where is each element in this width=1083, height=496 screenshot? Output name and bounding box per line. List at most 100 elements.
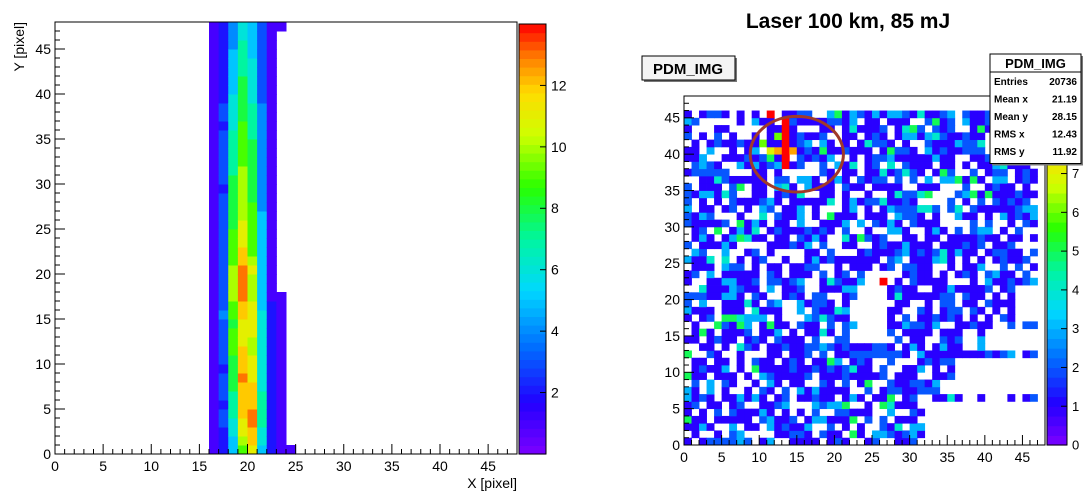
colorbar-tick-label: 6 (551, 262, 559, 278)
heatmap-cell (804, 372, 813, 380)
heatmap-cell (721, 139, 730, 148)
heatmap-cell (759, 161, 768, 170)
heatmap-cell (237, 148, 248, 158)
heatmap-cell (684, 401, 692, 410)
colorbar-segment (1047, 270, 1067, 281)
heatmap-cell (247, 328, 258, 338)
heatmap-cell (721, 205, 730, 213)
heatmap-cell (789, 372, 798, 380)
heatmap-cell (826, 415, 835, 424)
heatmap-cell (864, 255, 873, 264)
heatmap-cell (909, 408, 918, 417)
heatmap-cell (969, 168, 978, 177)
x-tick-label: 40 (432, 458, 448, 474)
heatmap-cell (706, 161, 715, 170)
heatmap-cell (819, 372, 828, 380)
heatmap-cell (766, 285, 775, 293)
heatmap-cell (804, 154, 813, 162)
heatmap-cell (774, 190, 783, 199)
heatmap-cell (864, 197, 873, 206)
heatmap-cell (736, 234, 745, 242)
heatmap-cell (969, 117, 978, 126)
heatmap-cell (999, 226, 1008, 235)
x-tick-label: 35 (939, 449, 955, 465)
heatmap-cell (257, 139, 268, 149)
heatmap-cell (706, 277, 715, 286)
heatmap-cell (999, 168, 1008, 177)
heatmap-cell (879, 154, 888, 162)
y-tick-label: 10 (35, 356, 51, 372)
heatmap-cell (257, 265, 268, 275)
heatmap-cell (856, 350, 865, 359)
heatmap-cell (276, 391, 287, 401)
stats-box-title: PDM_IMG (1005, 56, 1066, 71)
heatmap-cell (977, 132, 986, 141)
heatmap-cell (894, 372, 903, 380)
heatmap-cell (706, 270, 715, 279)
heatmap-cell (736, 350, 745, 359)
heatmap-cell (894, 183, 903, 191)
heatmap-cell (939, 285, 948, 293)
heatmap-cell (887, 423, 895, 431)
y-tick-label: 45 (35, 41, 51, 57)
heatmap-cell (917, 350, 926, 359)
heatmap-cell (909, 401, 918, 410)
heatmap-cell (781, 205, 790, 213)
heatmap-cell (887, 248, 895, 257)
x-tick-label: 20 (240, 458, 256, 474)
heatmap-cell (714, 415, 723, 424)
heatmap-cell (209, 346, 220, 356)
heatmap-cell (939, 350, 948, 359)
heatmap-cell (228, 49, 239, 59)
heatmap-cell (894, 197, 903, 206)
colorbar-segment (519, 316, 546, 326)
heatmap-cell (924, 219, 933, 228)
heatmap-cell (729, 263, 738, 271)
heatmap-cell (209, 202, 220, 212)
heatmap-cell (856, 277, 865, 286)
heatmap-cell (811, 175, 820, 184)
heatmap-cell (266, 229, 277, 239)
heatmap-cell (819, 190, 828, 199)
heatmap-cell (766, 321, 775, 330)
heatmap-cell (684, 205, 692, 213)
heatmap-cell (962, 299, 971, 308)
heatmap-cell (804, 430, 813, 439)
heatmap-cell (932, 255, 941, 264)
heatmap-cell (247, 175, 258, 185)
heatmap-cell (984, 154, 993, 162)
heatmap-cell (887, 190, 895, 199)
heatmap-cell (714, 285, 723, 293)
heatmap-cell (1007, 255, 1016, 264)
heatmap-cell (766, 423, 775, 431)
heatmap-cell (781, 241, 790, 250)
heatmap-cell (228, 58, 239, 68)
heatmap-cell (841, 321, 850, 330)
heatmap-cell (894, 285, 903, 293)
heatmap-cell (947, 125, 956, 133)
heatmap-cell (781, 343, 790, 351)
heatmap-cell (729, 285, 738, 293)
heatmap-cell (721, 372, 730, 380)
heatmap-cell (276, 436, 287, 446)
heatmap-cell (894, 175, 903, 184)
heatmap-cell (266, 346, 277, 356)
heatmap-cell (744, 175, 753, 184)
heatmap-cell (902, 263, 911, 271)
heatmap-cell (228, 328, 239, 338)
heatmap-cell (759, 205, 768, 213)
heatmap-cell (1007, 219, 1016, 228)
heatmap-cell (902, 350, 911, 359)
heatmap-cell (902, 139, 911, 148)
heatmap-cell (691, 365, 700, 373)
heatmap-cell (984, 299, 993, 308)
heatmap-cell (209, 58, 220, 68)
heatmap-cell (789, 365, 798, 373)
heatmap-cell (209, 256, 220, 266)
heatmap-cell (209, 148, 220, 158)
heatmap-cell (766, 357, 775, 366)
heatmap-cell (872, 197, 880, 206)
heatmap-cell (228, 67, 239, 77)
heatmap-cell (909, 263, 918, 271)
stats-row-value: 21.19 (1052, 95, 1077, 106)
